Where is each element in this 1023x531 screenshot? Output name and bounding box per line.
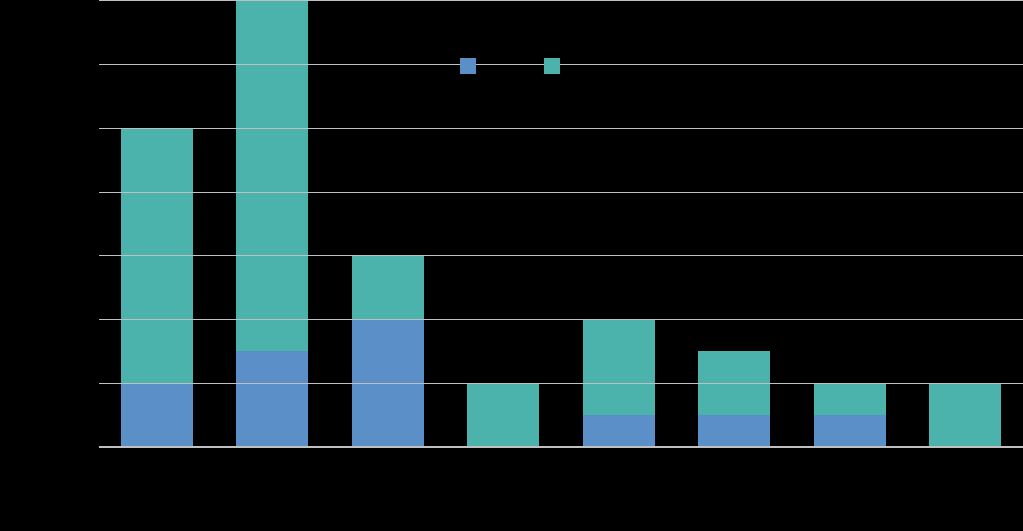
bar-slot [352,0,424,447]
bar-slot [698,0,770,447]
gridline [99,0,1023,1]
bar-slot [236,0,308,447]
legend-item-s2 [544,58,568,74]
bar-segment-s2 [814,383,886,415]
bar-slot [121,0,193,447]
bar-segment-s1 [698,415,770,447]
bar-segment-s1 [121,383,193,447]
bar-segment-s2 [583,319,655,415]
legend [460,58,568,74]
bar-segment-s1 [236,351,308,447]
gridline [99,319,1023,320]
stacked-bar-chart [0,0,1023,531]
bar-segment-s2 [352,255,424,319]
gridline [99,383,1023,384]
bar-segment-s1 [814,415,886,447]
bar-segment-s2 [929,383,1001,447]
legend-swatch-s2 [544,58,560,74]
bar-segment-s2 [467,383,539,447]
gridline [99,192,1023,193]
gridline [99,255,1023,256]
axis-baseline [99,446,1023,448]
bar-segment-s1 [583,415,655,447]
bar-slot [583,0,655,447]
bar-segment-s2 [236,0,308,351]
bar-slot [814,0,886,447]
gridline [99,128,1023,129]
legend-swatch-s1 [460,58,476,74]
legend-item-s1 [460,58,484,74]
bar-slot [929,0,1001,447]
